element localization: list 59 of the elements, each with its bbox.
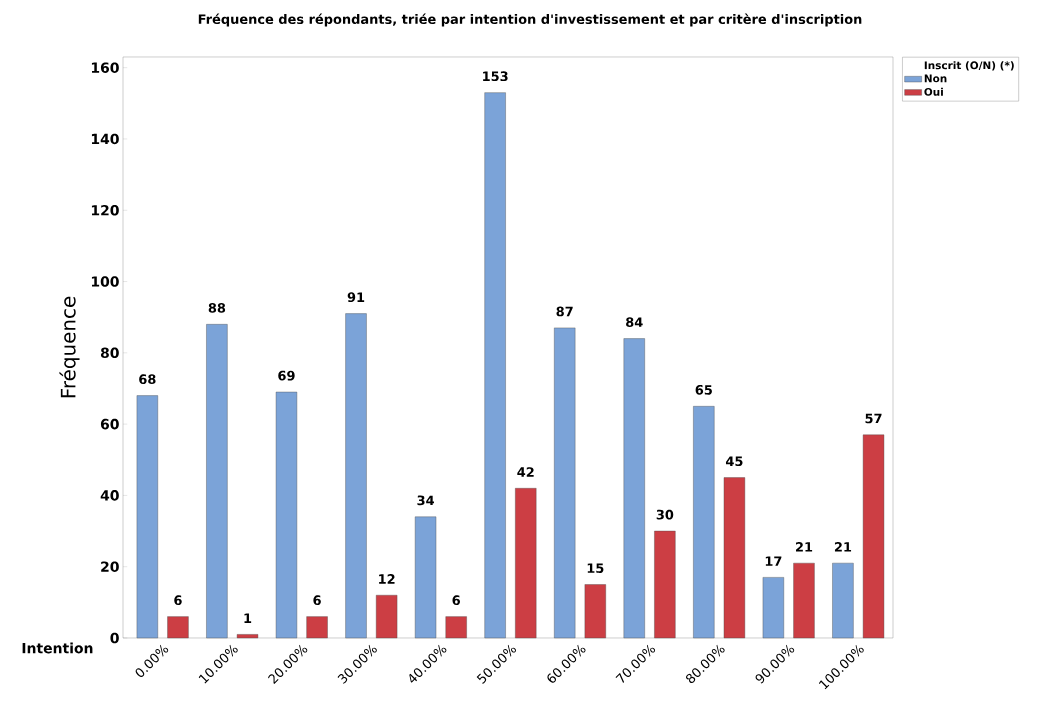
y-tick-label: 80 xyxy=(100,347,119,359)
bar xyxy=(862,434,885,639)
y-tick-label: 160 xyxy=(91,62,119,73)
bar xyxy=(445,616,467,639)
data-label: 65 xyxy=(695,385,712,395)
data-label: 57 xyxy=(865,413,882,424)
legend-title: Inscrit (O/N) (*) xyxy=(924,61,1014,71)
bar xyxy=(236,634,259,639)
data-label: 17 xyxy=(765,556,782,566)
data-label: 21 xyxy=(834,542,852,552)
data-label: 84 xyxy=(626,317,643,328)
bar xyxy=(554,327,576,639)
data-label: 15 xyxy=(587,563,604,573)
data-label: 6 xyxy=(313,595,321,606)
bar xyxy=(515,488,537,639)
bar xyxy=(793,562,815,639)
data-label: 12 xyxy=(379,574,395,584)
data-label: 21 xyxy=(796,542,813,552)
legend-label: Non xyxy=(924,74,947,83)
bar xyxy=(376,595,398,639)
bar xyxy=(654,530,676,639)
bar xyxy=(693,406,715,639)
bar xyxy=(414,516,437,639)
y-axis-title: Fréquence xyxy=(59,296,80,398)
data-label: 68 xyxy=(139,374,156,385)
bar xyxy=(762,577,785,639)
data-label: 153 xyxy=(483,71,508,82)
bar xyxy=(136,395,158,639)
data-label: 34 xyxy=(417,495,435,506)
bar xyxy=(206,324,228,639)
data-label: 88 xyxy=(208,303,226,313)
data-label: 30 xyxy=(656,509,674,520)
bar xyxy=(345,313,367,639)
data-label: 6 xyxy=(174,595,182,606)
data-label: 69 xyxy=(278,370,295,381)
data-label: 6 xyxy=(452,595,460,606)
y-tick-label: 0 xyxy=(110,632,119,644)
data-label: 91 xyxy=(347,292,365,303)
y-tick-label: 20 xyxy=(101,561,119,572)
bar xyxy=(484,92,506,639)
bar xyxy=(584,584,606,639)
data-label: 45 xyxy=(725,456,743,467)
data-label: 87 xyxy=(556,306,573,317)
legend-label: Oui xyxy=(924,87,943,96)
bar xyxy=(167,616,189,639)
x-axis-title: Intention xyxy=(22,642,93,654)
y-tick-label: 40 xyxy=(100,490,119,501)
y-tick-label: 140 xyxy=(91,133,119,145)
data-label: 1 xyxy=(244,613,252,623)
chart-title: Fréquence des répondants, triée par intention d'investissement et par critère d'inscription xyxy=(198,13,862,27)
y-tick-label: 100 xyxy=(91,276,119,287)
y-tick-label: 60 xyxy=(100,418,119,430)
bar xyxy=(832,562,854,639)
bar xyxy=(723,477,746,639)
bar xyxy=(275,391,298,639)
bar xyxy=(623,338,645,639)
y-tick-label: 120 xyxy=(91,204,119,216)
data-label: 42 xyxy=(517,467,534,477)
bar xyxy=(306,616,328,639)
